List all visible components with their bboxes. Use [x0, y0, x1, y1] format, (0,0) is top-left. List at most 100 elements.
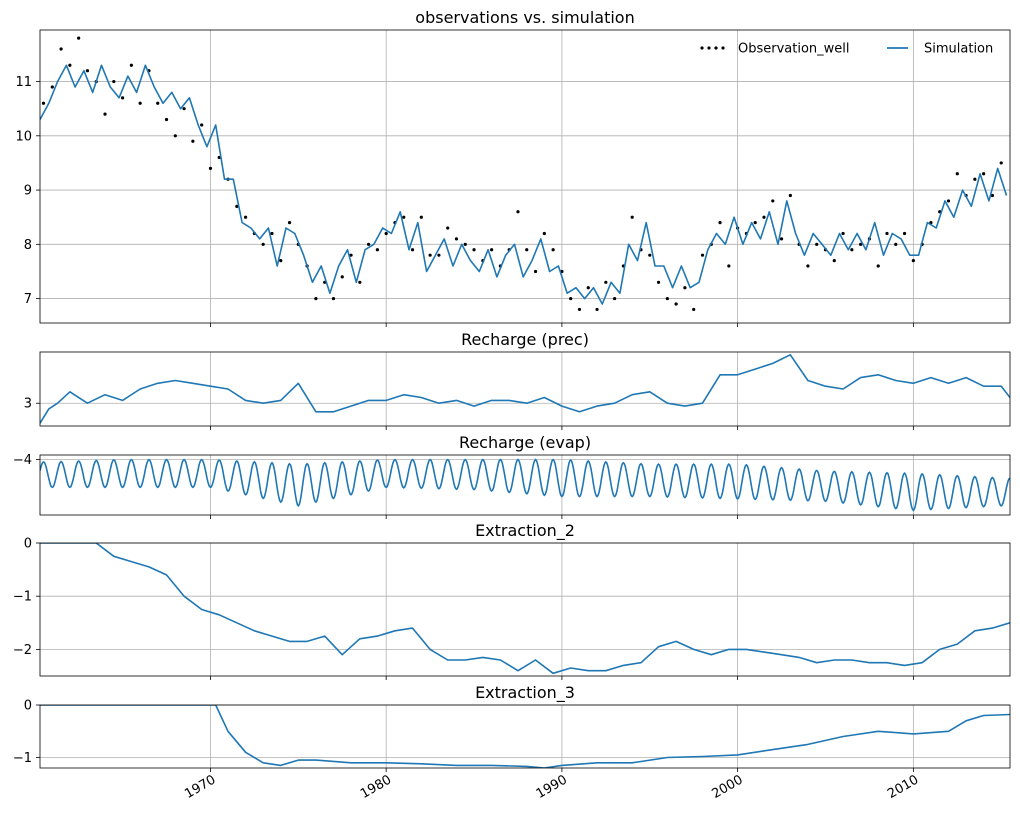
observation-point	[261, 242, 265, 246]
chart-title: Recharge (evap)	[459, 433, 591, 452]
observation-point	[859, 242, 863, 246]
observation-point	[367, 242, 371, 246]
y-tick-label: −1	[13, 751, 32, 766]
observation-point	[191, 139, 195, 143]
observation-point	[990, 193, 995, 198]
observation-point	[410, 248, 415, 252]
observation-point	[692, 307, 696, 312]
panel-3: Recharge (evap) −4	[13, 433, 1011, 519]
observation-point	[402, 215, 406, 219]
series-line	[40, 353, 1010, 424]
observation-point	[648, 253, 652, 257]
observation-point	[428, 253, 432, 257]
observation-point	[718, 221, 722, 225]
y-tick-label: 0	[24, 699, 32, 714]
observation-point	[454, 237, 459, 241]
observation-point	[208, 166, 213, 170]
x-tick-label: 1990	[534, 772, 570, 802]
observation-point	[129, 63, 133, 67]
observation-point	[463, 242, 467, 246]
observation-point	[419, 215, 423, 219]
observation-point	[375, 248, 379, 252]
x-tick-label: 1970	[182, 772, 218, 802]
legend-marker-observation	[707, 46, 711, 50]
observation-point	[314, 296, 318, 301]
observation-point	[955, 172, 959, 176]
observation-point	[815, 242, 819, 246]
chart-title: Extraction_2	[475, 521, 575, 541]
legend-marker-observation	[714, 46, 718, 50]
observation-point	[41, 101, 46, 105]
panel-1: observations vs. simulation 7 8 9 10 11 Observ…	[15, 8, 1011, 327]
y-tick-label: 8	[24, 238, 32, 253]
chart-title: Extraction_3	[475, 683, 575, 703]
observation-point	[120, 96, 125, 100]
observation-point	[138, 101, 142, 105]
observation-point	[683, 286, 687, 290]
observation-point	[446, 226, 450, 230]
observation-point	[200, 123, 204, 127]
axes-frame	[39, 351, 1011, 427]
axes-frame	[39, 542, 1011, 677]
x-tick-label: 2000	[709, 772, 745, 802]
observation-point	[50, 85, 54, 89]
x-tick-label: 2010	[885, 772, 921, 802]
panel-4: Extraction_2 0 −1 −2	[13, 521, 1011, 680]
observation-point	[762, 215, 766, 219]
observation-point	[525, 248, 529, 252]
chart-title: Recharge (prec)	[461, 330, 589, 349]
observation-point	[753, 221, 757, 225]
observation-point	[551, 248, 555, 252]
y-tick-label: −1	[13, 590, 32, 605]
observation-point	[349, 253, 353, 257]
chart-title: observations vs. simulation	[415, 8, 634, 27]
observation-point	[788, 193, 792, 198]
observation-point	[577, 307, 582, 312]
observation-point	[841, 231, 845, 236]
y-tick-label: −2	[13, 643, 32, 658]
observation-point	[876, 264, 880, 268]
observation-point	[806, 264, 810, 268]
series-line	[40, 543, 1010, 675]
observation-point	[771, 199, 775, 203]
observation-point	[156, 101, 160, 105]
y-tick-label: 3	[24, 397, 32, 412]
series-line	[40, 458, 1010, 512]
observation-point	[279, 259, 283, 263]
observation-point	[490, 248, 494, 252]
observation-point	[59, 47, 63, 51]
y-tick-label: 10	[15, 129, 32, 144]
legend: Observation_well Simulation	[700, 42, 993, 57]
observation-point	[850, 248, 854, 252]
observation-point	[340, 275, 344, 279]
observation-point	[77, 36, 81, 40]
observation-point	[331, 296, 336, 301]
observation-point	[437, 253, 441, 257]
axes-frame	[39, 454, 1011, 516]
observation-point	[243, 215, 248, 219]
observation-point	[270, 231, 274, 236]
observation-point	[533, 269, 538, 274]
observation-point	[68, 63, 72, 67]
x-tick-label: 1980	[358, 772, 394, 802]
y-tick-label: 9	[24, 184, 32, 199]
observation-point	[779, 237, 784, 241]
observation-point	[542, 231, 546, 236]
observation-point	[384, 231, 388, 236]
observation-point	[358, 280, 362, 284]
observation-point	[630, 215, 634, 219]
observation-point	[595, 307, 599, 312]
legend-label-simulation: Simulation	[924, 42, 993, 57]
legend-label-observation: Observation_well	[738, 42, 850, 57]
y-tick-label: −4	[13, 453, 32, 468]
observation-point	[665, 296, 669, 301]
observation-point	[656, 280, 661, 284]
observation-point	[946, 199, 951, 203]
panel-5: Extraction_3 0 −1 1970 1980 1990 2000 2010	[13, 683, 1011, 802]
legend-marker-observation	[721, 46, 725, 50]
y-tick-label: 7	[24, 292, 32, 307]
observation-point	[613, 296, 617, 301]
observation-point	[103, 112, 107, 116]
observation-point	[727, 264, 731, 268]
